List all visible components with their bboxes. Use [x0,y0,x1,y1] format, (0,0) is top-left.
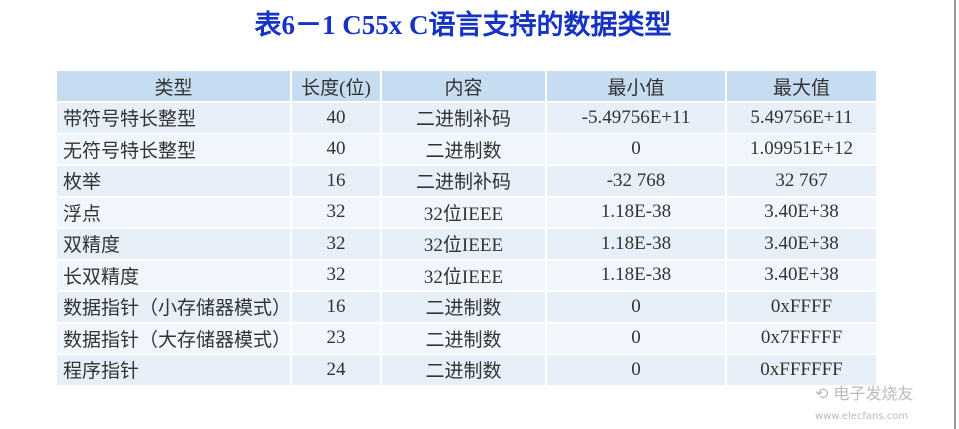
table-cell: -32 768 [545,164,727,198]
table-cell: 32 [290,195,382,229]
table-cell: 长双精度 [55,258,292,292]
table-cell: 32 [290,227,382,261]
table-cell: 二进制数 [380,290,547,324]
table-cell: 24 [290,353,382,387]
table-row: 数据指针（大存储器模式） 23 二进制数 0 0x7FFFFF [55,321,878,355]
table-row: 数据指针（小存储器模式） 16 二进制数 0 0xFFFF [55,290,878,324]
table-cell: 5.49756E+11 [725,101,878,135]
table-cell: 32位IEEE [380,258,547,292]
divider [954,0,956,429]
table-cell: 程序指针 [55,353,292,387]
table-cell: 二进制数 [380,353,547,387]
table-row: 双精度 32 32位IEEE 1.18E-38 3.40E+38 [55,227,878,261]
table-cell: 枚举 [55,164,292,198]
watermark-logo: ⟲ 电子发烧友 www.elecfans.com [815,384,914,422]
table-cell: 双精度 [55,227,292,261]
table-cell: 16 [290,164,382,198]
column-header: 长度(位) [290,69,382,103]
table-row: 枚举 16 二进制补码 -32 768 32 767 [55,164,878,198]
table-cell: 0 [545,321,727,355]
column-header: 最小值 [545,69,727,103]
header-row: 类型 长度(位) 内容 最小值 最大值 [55,69,878,103]
table-row: 浮点 32 32位IEEE 1.18E-38 3.40E+38 [55,195,878,229]
table-cell: 带符号特长整型 [55,101,292,135]
column-header: 类型 [55,69,292,103]
table-cell: 0 [545,353,727,387]
data-types-table: 类型 长度(位) 内容 最小值 最大值 带符号特长整型 40 二进制补码 -5.49756E+… [55,69,878,387]
table-cell: 二进制数 [380,132,547,166]
table-cell: -5.49756E+11 [545,101,727,135]
column-header: 最大值 [725,69,878,103]
table-cell: 32 767 [725,164,878,198]
table-cell: 1.18E-38 [545,227,727,261]
table-cell: 二进制补码 [380,164,547,198]
table-cell: 3.40E+38 [725,227,878,261]
page-title: 表6－1 C55x C语言支持的数据类型 [254,10,672,40]
table-cell: 40 [290,132,382,166]
table-cell: 3.40E+38 [725,195,878,229]
column-header: 内容 [380,69,547,103]
table-row: 带符号特长整型 40 二进制补码 -5.49756E+11 5.49756E+11 [55,101,878,135]
table-cell: 0 [545,290,727,324]
table-cell: 1.18E-38 [545,195,727,229]
table-cell: 3.40E+38 [725,258,878,292]
table-row: 程序指针 24 二进制数 0 0xFFFFFF [55,353,878,387]
table-cell: 1.09951E+12 [725,132,878,166]
table-cell: 0 [545,132,727,166]
table-cell: 23 [290,321,382,355]
table-cell: 32位IEEE [380,195,547,229]
table-cell: 数据指针（小存储器模式） [55,290,292,324]
table-cell: 无符号特长整型 [55,132,292,166]
table-cell: 二进制补码 [380,101,547,135]
table-cell: 1.18E-38 [545,258,727,292]
table-cell: 32位IEEE [380,227,547,261]
table-row: 长双精度 32 32位IEEE 1.18E-38 3.40E+38 [55,258,878,292]
table-cell: 二进制数 [380,321,547,355]
table-row: 无符号特长整型 40 二进制数 0 1.09951E+12 [55,132,878,166]
table-cell: 40 [290,101,382,135]
table-cell: 0x7FFFFF [725,321,878,355]
table-cell: 0xFFFFFF [725,353,878,387]
table-cell: 浮点 [55,195,292,229]
table-cell: 数据指针（大存储器模式） [55,321,292,355]
table-cell: 16 [290,290,382,324]
table-cell: 0xFFFF [725,290,878,324]
table-cell: 32 [290,258,382,292]
